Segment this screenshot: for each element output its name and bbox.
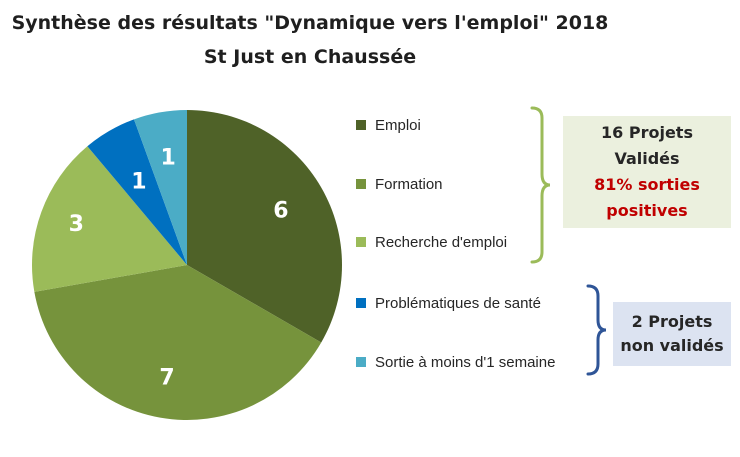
legend-swatch-1 xyxy=(356,179,366,189)
legend-item-3: Problématiques de santé xyxy=(356,294,541,312)
valid-bracket xyxy=(530,106,551,264)
pie-slice-1 xyxy=(34,265,322,421)
legend-item-4: Sortie à moins d'1 semaine xyxy=(356,353,555,371)
valid-projects-box: 16 Projets Validés 81% sorties positives xyxy=(563,116,731,228)
data-label-3: 1 xyxy=(131,169,146,194)
data-label-1: 7 xyxy=(159,365,174,390)
legend-label-4: Sortie à moins d'1 semaine xyxy=(375,353,556,371)
non-valid-line-2: non validés xyxy=(620,336,724,355)
pie-slice-4 xyxy=(133,110,187,265)
legend-swatch-3 xyxy=(356,298,366,308)
legend-label-0: Emploi xyxy=(375,116,421,134)
valid-line-2: Validés xyxy=(614,149,680,168)
legend-label-2: Recherche d'emploi xyxy=(375,233,508,251)
legend-item-2: Recherche d'emploi xyxy=(356,233,507,251)
non-valid-bracket xyxy=(586,284,607,376)
data-label-0: 6 xyxy=(273,198,288,223)
non-valid-line-1: 2 Projets xyxy=(631,312,713,331)
legend-swatch-2 xyxy=(356,237,366,247)
valid-line-4: positives xyxy=(606,201,688,220)
legend-label-1: Formation xyxy=(375,175,443,193)
legend-label-3: Problématiques de santé xyxy=(375,294,541,312)
chart-subtitle: St Just en Chaussée xyxy=(203,46,417,68)
chart-title: Synthèse des résultats "Dynamique vers l… xyxy=(11,12,609,34)
non-valid-projects-box: 2 Projets non validés xyxy=(613,302,731,366)
legend-item-0: Emploi xyxy=(356,116,421,134)
legend-swatch-0 xyxy=(356,120,366,130)
data-label-4: 1 xyxy=(161,146,176,171)
legend-item-1: Formation xyxy=(356,175,443,193)
data-label-2: 3 xyxy=(69,212,84,237)
legend-swatch-4 xyxy=(356,357,366,367)
pie-slice-0 xyxy=(187,110,342,343)
valid-line-1: 16 Projets xyxy=(601,123,693,142)
valid-line-3: 81% sorties xyxy=(594,175,700,194)
pie-slice-2 xyxy=(31,146,187,292)
pie-slice-3 xyxy=(87,119,187,265)
